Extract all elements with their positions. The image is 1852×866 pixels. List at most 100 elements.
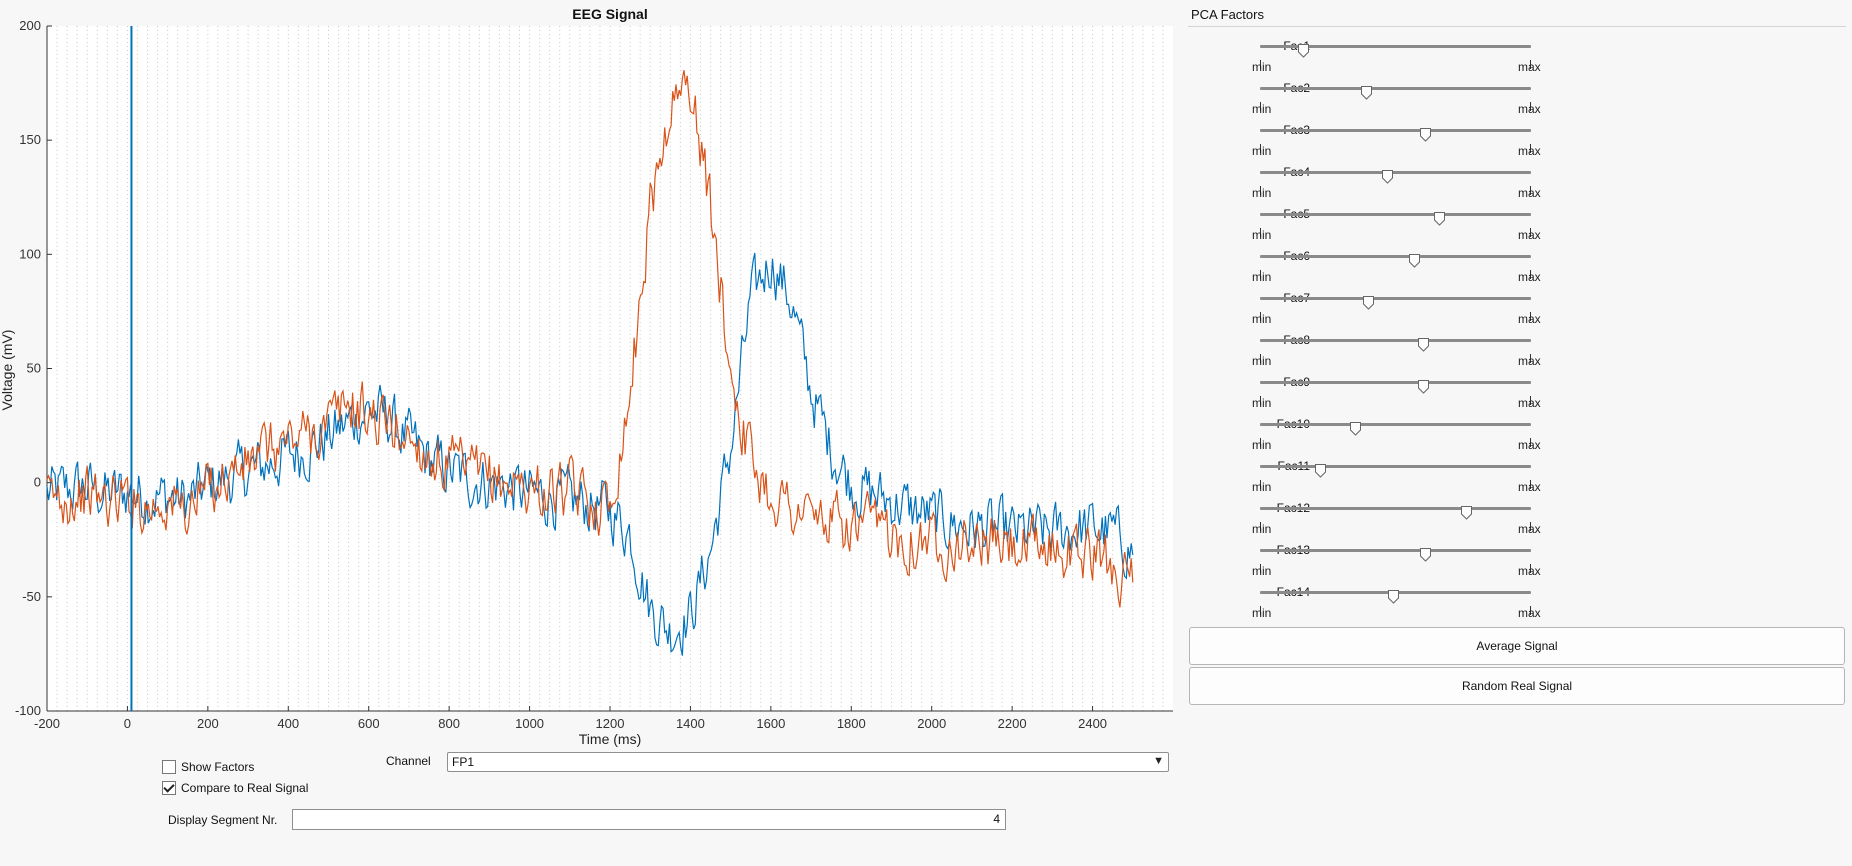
segment-number-input[interactable]: 4 bbox=[292, 809, 1006, 830]
slider-thumb-shape bbox=[1298, 44, 1310, 58]
slider-max-label: max bbox=[1518, 438, 1541, 452]
channel-label: Channel bbox=[386, 754, 431, 768]
slider-track-fac5[interactable] bbox=[1260, 212, 1531, 237]
slider-min-label: min bbox=[1252, 144, 1272, 158]
slider-track-fac2[interactable] bbox=[1260, 86, 1531, 111]
slider-tick-max bbox=[1530, 438, 1531, 447]
slider-tick-max bbox=[1530, 480, 1531, 489]
slider-track-fac14[interactable] bbox=[1260, 590, 1531, 615]
slider-row-fac7: Fac7minmax bbox=[1188, 290, 1848, 332]
slider-track-fac8[interactable] bbox=[1260, 338, 1531, 363]
slider-max-label: max bbox=[1518, 60, 1541, 74]
slider-min-label: min bbox=[1252, 60, 1272, 74]
slider-tick-min bbox=[1260, 522, 1261, 531]
x-tick-label: 200 bbox=[197, 716, 219, 731]
slider-thumb[interactable] bbox=[1417, 338, 1429, 352]
slider-tick-max bbox=[1530, 270, 1531, 279]
show-factors-option[interactable]: Show Factors bbox=[162, 760, 254, 774]
slider-track-fac9[interactable] bbox=[1260, 380, 1531, 405]
y-axis-label: Voltage (mV) bbox=[0, 330, 15, 411]
slider-thumb-shape bbox=[1314, 464, 1326, 478]
chevron-down-icon: ▼ bbox=[1153, 755, 1164, 767]
slider-tick-min bbox=[1260, 312, 1261, 321]
slider-thumb[interactable] bbox=[1417, 380, 1429, 394]
compare-real-option[interactable]: Compare to Real Signal bbox=[162, 781, 308, 795]
slider-tick-min bbox=[1260, 228, 1261, 237]
slider-tick-max bbox=[1530, 354, 1531, 363]
x-tick-label: 0 bbox=[124, 716, 131, 731]
y-axis: -100 -50 0 50 100 150 200 bbox=[15, 18, 52, 718]
x-tick-label: -200 bbox=[34, 716, 60, 731]
slider-min-label: min bbox=[1252, 228, 1272, 242]
slider-row-fac2: Fac2minmax bbox=[1188, 80, 1848, 122]
series-line-2 bbox=[46, 70, 1134, 608]
chart-title: EEG Signal bbox=[572, 6, 647, 22]
slider-thumb[interactable] bbox=[1382, 170, 1394, 184]
slider-track-fac11[interactable] bbox=[1260, 464, 1531, 489]
slider-row-fac5: Fac5minmax bbox=[1188, 206, 1848, 248]
eeg-chart: EEG Signal -100 -50 0 50 100 150 200 -200 0 200 4… bbox=[0, 6, 1173, 747]
slider-tick-min bbox=[1260, 480, 1261, 489]
slider-thumb[interactable] bbox=[1420, 128, 1432, 142]
slider-thumb-shape bbox=[1420, 548, 1432, 562]
show-factors-label: Show Factors bbox=[181, 760, 255, 774]
slider-thumb[interactable] bbox=[1409, 254, 1421, 268]
slider-row-fac1: Fac1minmax bbox=[1188, 38, 1848, 80]
x-tick-label: 1200 bbox=[596, 716, 625, 731]
slider-thumb[interactable] bbox=[1460, 506, 1472, 520]
slider-thumb[interactable] bbox=[1360, 86, 1372, 100]
slider-tick-min bbox=[1260, 606, 1261, 615]
series-lines bbox=[46, 70, 1134, 656]
slider-thumb[interactable] bbox=[1349, 422, 1361, 436]
slider-tick-max bbox=[1530, 60, 1531, 69]
slider-thumb[interactable] bbox=[1387, 590, 1399, 604]
random-real-signal-button[interactable]: Random Real Signal bbox=[1189, 667, 1845, 705]
y-tick-label: 150 bbox=[19, 132, 41, 147]
slider-row-fac8: Fac8minmax bbox=[1188, 332, 1848, 374]
channel-dropdown[interactable]: FP1 ▼ bbox=[447, 752, 1169, 772]
slider-thumb-shape bbox=[1387, 590, 1399, 604]
slider-max-label: max bbox=[1518, 480, 1541, 494]
slider-track-fac1[interactable] bbox=[1260, 44, 1531, 69]
slider-track-fac6[interactable] bbox=[1260, 254, 1531, 279]
slider-thumb[interactable] bbox=[1433, 212, 1445, 226]
x-tick-label: 400 bbox=[277, 716, 299, 731]
plot-area bbox=[47, 26, 1173, 711]
y-tick-label: 0 bbox=[34, 475, 41, 490]
slider-track-fac3[interactable] bbox=[1260, 128, 1531, 153]
slider-min-label: min bbox=[1252, 606, 1272, 620]
slider-thumb-shape bbox=[1360, 86, 1372, 100]
slider-max-label: max bbox=[1518, 312, 1541, 326]
slider-tick-max bbox=[1530, 606, 1531, 615]
slider-max-label: max bbox=[1518, 606, 1541, 620]
slider-thumb[interactable] bbox=[1363, 296, 1375, 310]
slider-thumb[interactable] bbox=[1298, 44, 1310, 58]
slider-thumb-shape bbox=[1420, 128, 1432, 142]
slider-track-fac4[interactable] bbox=[1260, 170, 1531, 195]
slider-min-label: min bbox=[1252, 270, 1272, 284]
panel-divider bbox=[1188, 26, 1846, 27]
slider-tick-max bbox=[1530, 396, 1531, 405]
slider-thumb[interactable] bbox=[1314, 464, 1326, 478]
slider-thumb-shape bbox=[1349, 422, 1361, 436]
show-factors-checkbox[interactable] bbox=[162, 760, 176, 774]
slider-tick-max bbox=[1530, 522, 1531, 531]
slider-tick-max bbox=[1530, 228, 1531, 237]
compare-real-checkbox[interactable] bbox=[162, 781, 176, 795]
slider-tick-min bbox=[1260, 102, 1261, 111]
slider-thumb[interactable] bbox=[1420, 548, 1432, 562]
y-tick-label: 200 bbox=[19, 18, 41, 33]
slider-track-fac10[interactable] bbox=[1260, 422, 1531, 447]
channel-value: FP1 bbox=[452, 755, 475, 769]
slider-min-label: min bbox=[1252, 522, 1272, 536]
slider-max-label: max bbox=[1518, 396, 1541, 410]
slider-track-fac7[interactable] bbox=[1260, 296, 1531, 321]
slider-track-fac12[interactable] bbox=[1260, 506, 1531, 531]
slider-row-fac3: Fac3minmax bbox=[1188, 122, 1848, 164]
average-signal-button[interactable]: Average Signal bbox=[1189, 627, 1845, 665]
slider-min-label: min bbox=[1252, 354, 1272, 368]
slider-row-fac10: Fac10minmax bbox=[1188, 416, 1848, 458]
y-tick-label: -50 bbox=[22, 589, 41, 604]
slider-min-label: min bbox=[1252, 102, 1272, 116]
slider-track-fac13[interactable] bbox=[1260, 548, 1531, 573]
